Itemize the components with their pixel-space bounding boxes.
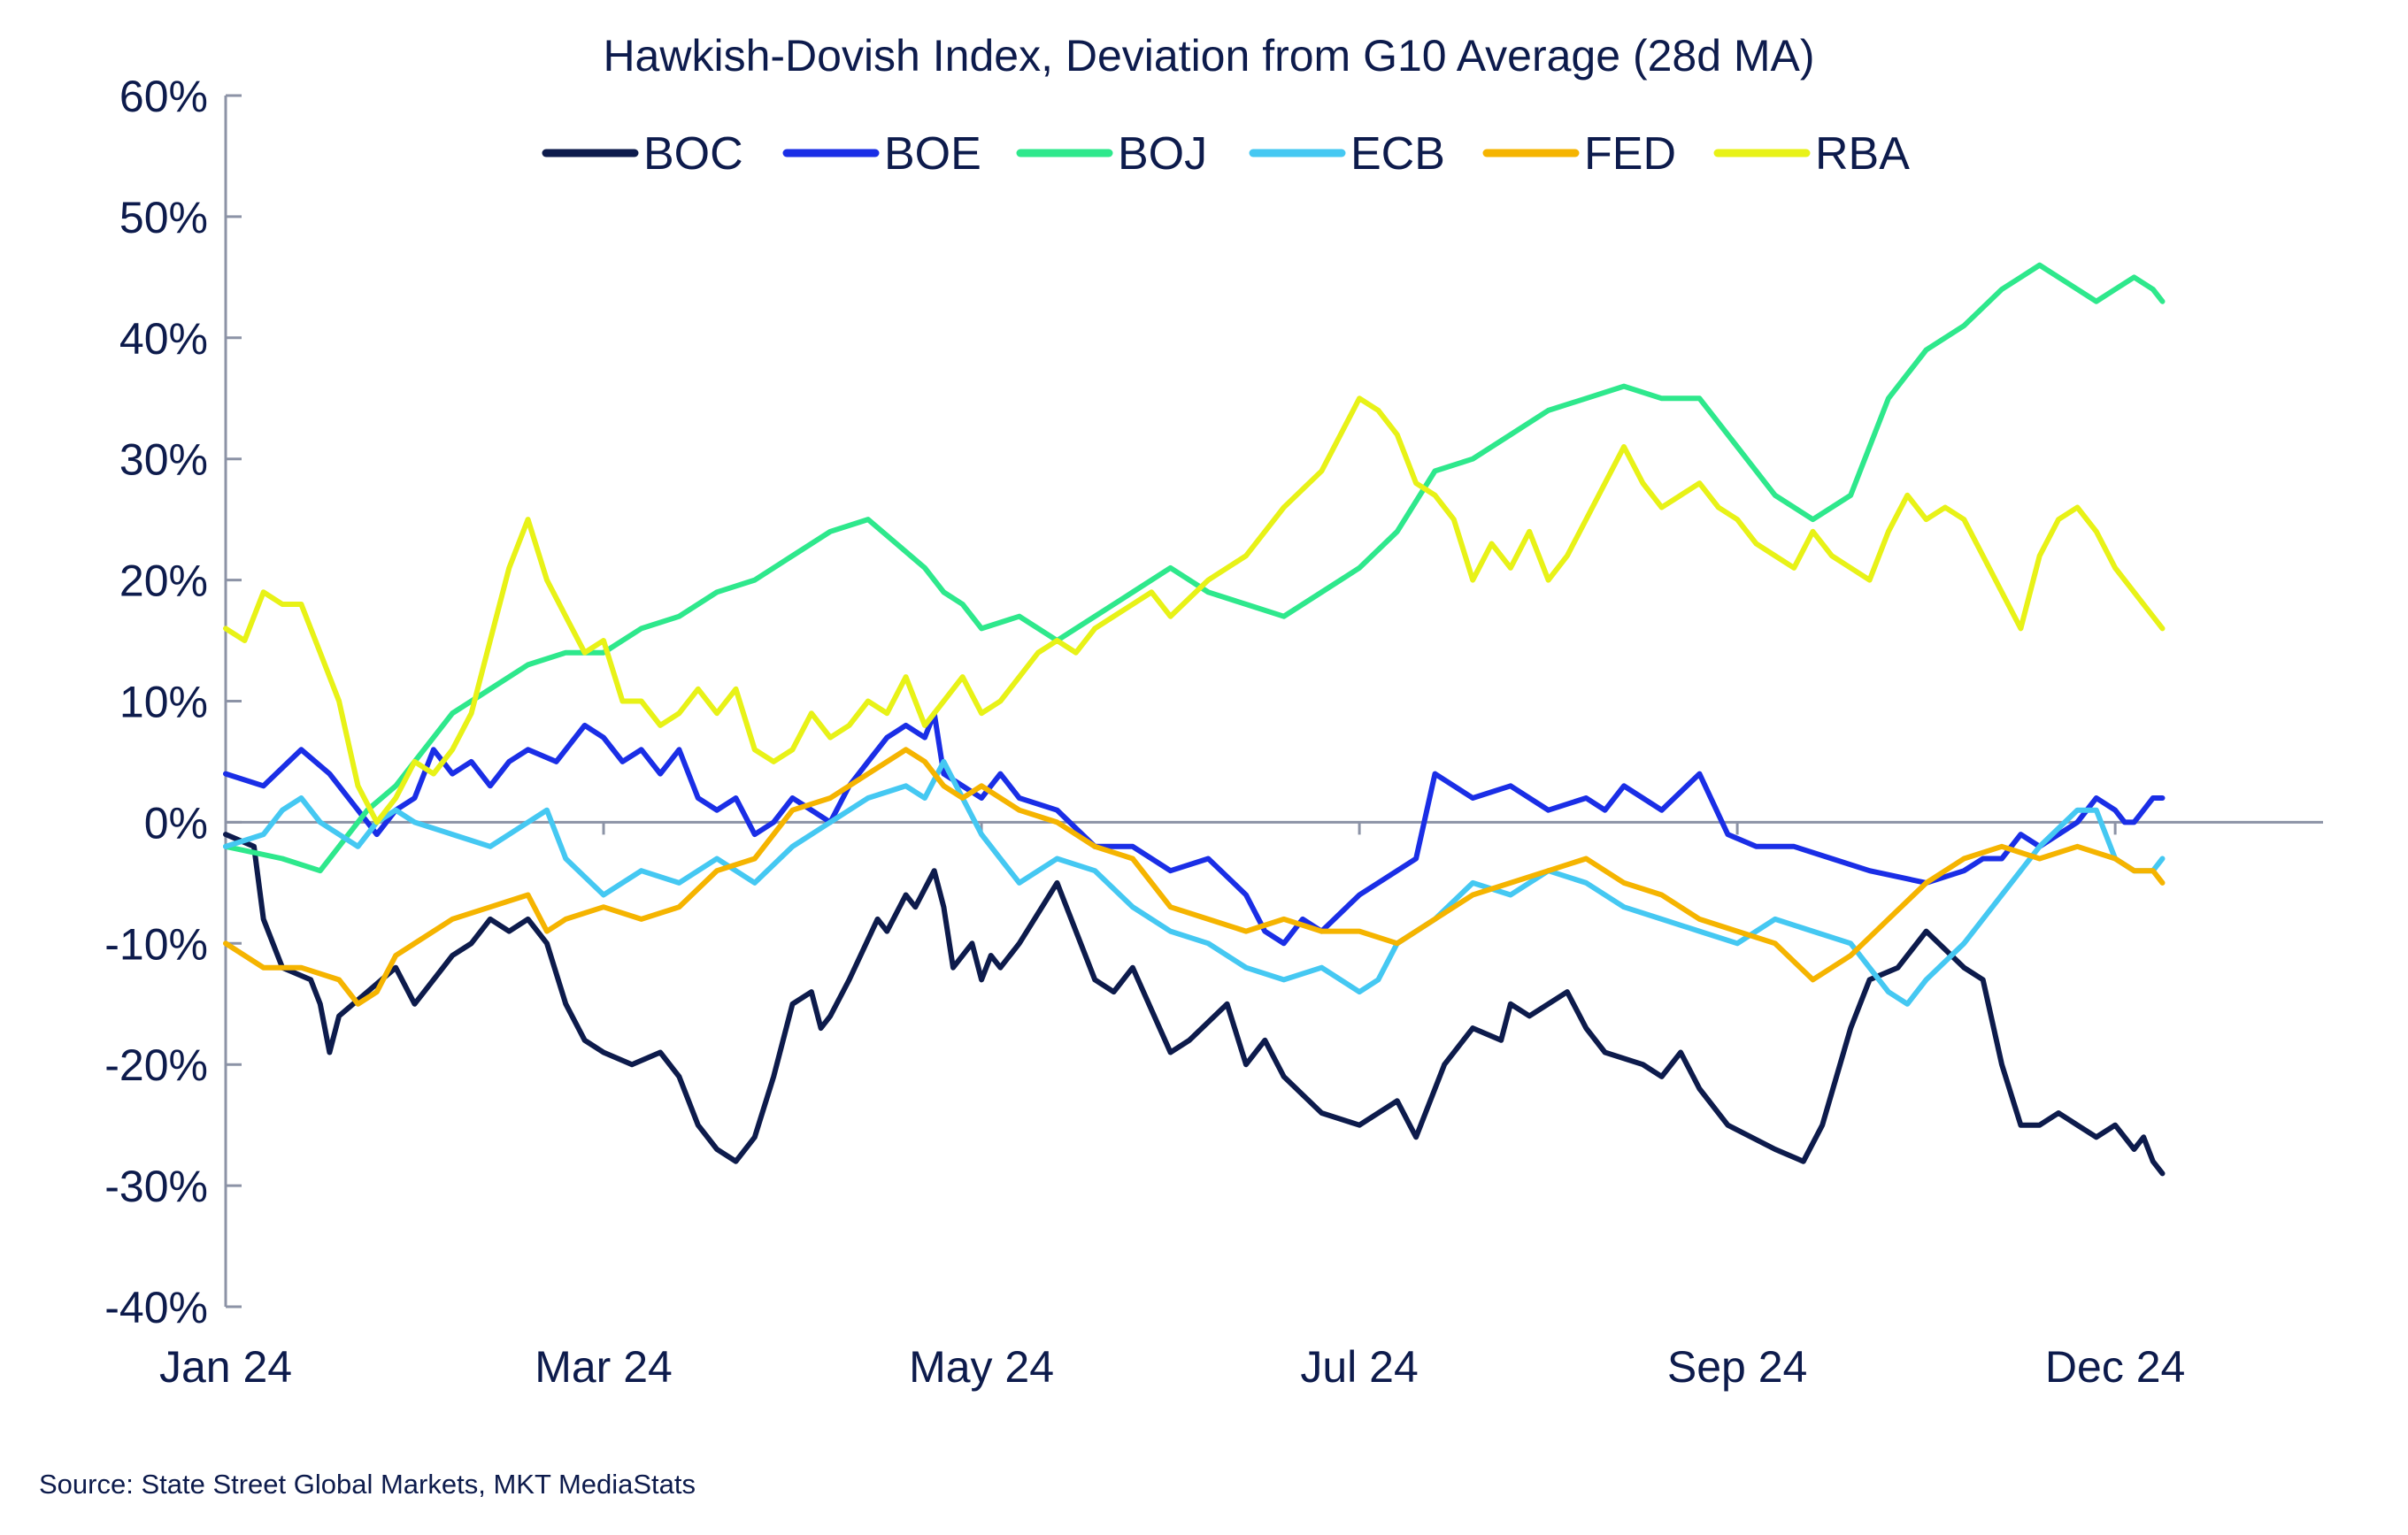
legend-label-boj: BOJ	[1118, 128, 1207, 180]
x-tick-label: Jul 24	[1300, 1342, 1418, 1392]
y-tick-label: -10%	[104, 919, 208, 969]
series-line-rba	[223, 395, 2166, 825]
series-line-boj	[223, 262, 2166, 874]
y-tick-label: 10%	[119, 678, 208, 727]
y-tick-label: 40%	[119, 314, 208, 364]
y-tick-label: -40%	[104, 1283, 208, 1332]
x-tick-label: May 24	[909, 1342, 1054, 1392]
x-axis: Jan 24 Mar 24 May 24 Jul 24 Sep 24 Dec 24	[159, 820, 2323, 1392]
legend-label-rba: RBA	[1815, 128, 1910, 180]
x-tick-label: Sep 24	[1667, 1342, 1807, 1392]
y-tick-label: 60%	[119, 72, 208, 121]
x-tick-label: Mar 24	[535, 1342, 673, 1392]
series-lines	[223, 262, 2166, 1177]
x-tick-label: Dec 24	[2045, 1342, 2185, 1392]
y-tick-label: 30%	[119, 435, 208, 485]
y-axis: 60% 50% 40% 30% 20% 10% 0% -10% -20% -30% -40%	[104, 72, 242, 1332]
legend: BOC BOE BOJ ECB FED RBA	[542, 128, 1910, 180]
series-line-boe	[223, 710, 2166, 947]
source-note: Source: State Street Global Markets, MKT…	[39, 1469, 696, 1500]
y-tick-label: -30%	[104, 1162, 208, 1211]
x-tick-label: Jan 24	[159, 1342, 292, 1392]
series-line-boc	[223, 832, 2166, 1177]
chart-title: Hawkish-Dovish Index, Deviation from G10…	[603, 31, 1814, 81]
legend-label-boe: BOE	[884, 128, 981, 180]
legend-label-boc: BOC	[643, 128, 743, 180]
legend-label-ecb: ECB	[1350, 128, 1445, 180]
y-tick-label: 0%	[144, 798, 208, 848]
y-tick-label: 20%	[119, 556, 208, 606]
series-line-ecb	[223, 758, 2166, 1007]
y-tick-label: -20%	[104, 1040, 208, 1090]
y-tick-label: 50%	[119, 193, 208, 242]
series-line-fed	[223, 747, 2166, 1007]
legend-label-fed: FED	[1584, 128, 1676, 180]
